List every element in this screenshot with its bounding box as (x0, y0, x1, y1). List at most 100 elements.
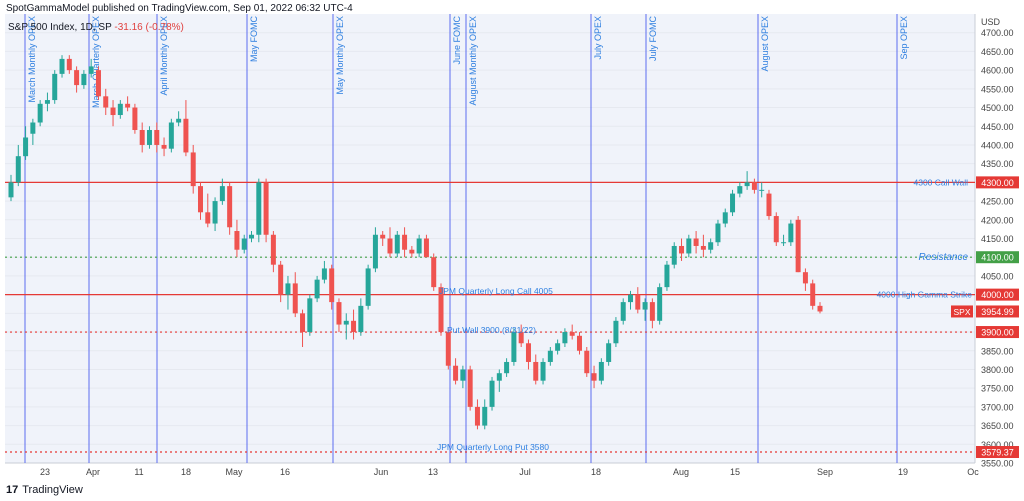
candle-body (496, 373, 502, 381)
candle-body (628, 294, 634, 303)
candle (766, 189, 772, 220)
x-tick-label: 19 (898, 467, 908, 477)
candle (125, 96, 131, 112)
candle (620, 298, 626, 325)
candle (409, 245, 415, 258)
candle (278, 260, 284, 303)
annotation-label: Put Wall 3900 (8/31/22) (447, 325, 536, 335)
candle-body (664, 264, 670, 288)
candle-body (591, 373, 597, 381)
candle (66, 55, 72, 74)
candle (708, 238, 714, 254)
event-label: August OPEX (760, 16, 770, 72)
candle (795, 216, 801, 273)
candle (336, 298, 342, 333)
candle (387, 227, 393, 258)
candle-body (547, 350, 553, 362)
candle-body (88, 66, 94, 74)
price-badge (976, 176, 1019, 189)
candle-body (227, 186, 233, 228)
candle (423, 234, 429, 258)
price-badge-text: 4100.00 (981, 253, 1014, 263)
candle (117, 100, 123, 119)
candle-body (300, 313, 306, 333)
candle (8, 174, 14, 202)
candle (30, 118, 36, 145)
candle-body (802, 272, 808, 284)
candle-body (700, 245, 706, 250)
candle-body (737, 186, 743, 194)
annotations: JPM Quarterly Long Call 4005 Put Wall 390… (437, 286, 553, 452)
candle (219, 178, 225, 205)
candle (671, 242, 677, 269)
candle-body (730, 193, 736, 213)
horizontal-levels: 4300.00 4300 Call Wall 4100.00 Resistance 40… (5, 176, 1019, 459)
change-label: -31.16 (-0.78%) (114, 22, 184, 33)
candle (613, 317, 619, 348)
y-tick-label: 4350.00 (981, 159, 1014, 169)
candles (8, 55, 823, 430)
candle-body (511, 332, 517, 362)
candle-body (533, 361, 539, 381)
candle (562, 328, 568, 348)
candle-body (146, 129, 152, 145)
candle-body (817, 305, 823, 312)
candle (584, 347, 590, 377)
candle-body (795, 219, 801, 273)
event-label: Sep OPEX (899, 16, 909, 60)
x-tick-label: Sep (817, 467, 833, 477)
candle (802, 268, 808, 291)
candle-body (445, 332, 451, 366)
candle (176, 111, 182, 127)
candle-body (95, 70, 101, 97)
candle (197, 182, 203, 220)
event-label: May FOMC (249, 16, 259, 62)
candle (606, 339, 612, 366)
y-tick-label: 4400.00 (981, 140, 1014, 150)
candle (649, 298, 655, 329)
candle-body (679, 245, 685, 254)
candle (110, 100, 116, 127)
price-badge-text: 3579.37 (981, 448, 1014, 458)
candle (525, 339, 531, 370)
candle-body (387, 238, 393, 254)
candle (394, 231, 400, 258)
candle (88, 58, 94, 78)
candle (154, 122, 160, 153)
candle (103, 88, 109, 116)
price-badge (976, 251, 1019, 264)
candle-body (453, 365, 459, 381)
candle-body (117, 103, 123, 116)
candle-body (314, 279, 320, 299)
candle-body (649, 302, 655, 321)
level-label: 4300 Call Wall (914, 177, 969, 187)
price-badge (976, 288, 1019, 301)
candle-body (329, 268, 335, 303)
candle-body (212, 201, 218, 224)
event-label: March Monthly OPEX (27, 16, 37, 103)
price-badge-text: 3900.00 (981, 328, 1014, 338)
candle-body (620, 302, 626, 321)
event-label: July FOMC (648, 15, 658, 61)
candle-body (467, 369, 473, 407)
candle-body (642, 302, 648, 310)
candle (504, 358, 510, 377)
candle-body (773, 216, 779, 243)
candle-body (8, 182, 14, 198)
tradingview-footer[interactable]: 17 TradingView (6, 484, 83, 496)
candle (693, 231, 699, 254)
candle-body (576, 335, 582, 351)
candle (576, 332, 582, 355)
candle-body (44, 100, 50, 104)
candle (438, 283, 444, 336)
candle-body (351, 320, 357, 333)
candle-body (423, 238, 429, 258)
event-label: April Monthly OPEX (159, 16, 169, 96)
candle-body (555, 343, 561, 351)
candle-body (402, 234, 408, 250)
last-price-value: 3954.99 (981, 307, 1014, 317)
candle-body (708, 242, 714, 250)
last-price-symbol: SPX (953, 307, 970, 317)
candle (234, 219, 240, 258)
